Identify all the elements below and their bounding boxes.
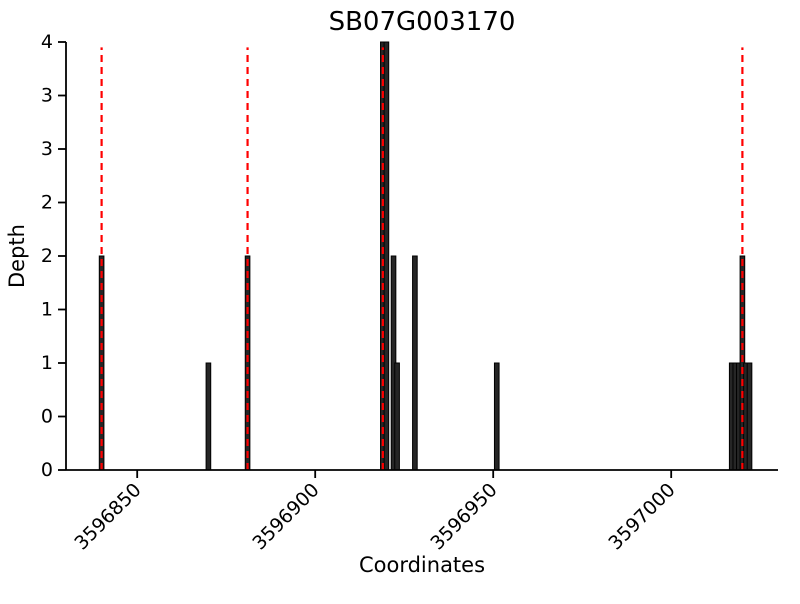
- x-tick-label: 3596950: [426, 479, 501, 554]
- y-tick-label: 3: [41, 85, 53, 107]
- y-tick-label: 4: [41, 31, 53, 53]
- x-tick-label: 3597000: [604, 479, 679, 554]
- y-tick-label: 0: [41, 459, 53, 481]
- chart-title: SB07G003170: [329, 7, 516, 37]
- x-tick-label: 3596900: [248, 479, 323, 554]
- depth-bar: [493, 362, 500, 471]
- y-tick-label: 1: [41, 352, 53, 374]
- depth-bar: [205, 362, 212, 471]
- y-tick-label: 2: [41, 192, 53, 214]
- depth-bar: [746, 362, 753, 471]
- y-tick-label: 3: [41, 138, 53, 160]
- y-tick-label: 2: [41, 245, 53, 267]
- x-axis-label: Coordinates: [359, 553, 485, 577]
- x-tick-label: 3596850: [70, 479, 145, 554]
- y-axis-label: Depth: [5, 224, 29, 288]
- depth-bar: [394, 362, 400, 471]
- y-tick-label: 1: [41, 299, 53, 321]
- y-tick-label: 0: [41, 406, 53, 428]
- plot-area: 0 0 1 1 2 2 3 3 4 3596850 3596900 3596950 3597000: [41, 31, 778, 554]
- depth-bar: [383, 41, 390, 471]
- depth-bar: [412, 255, 418, 471]
